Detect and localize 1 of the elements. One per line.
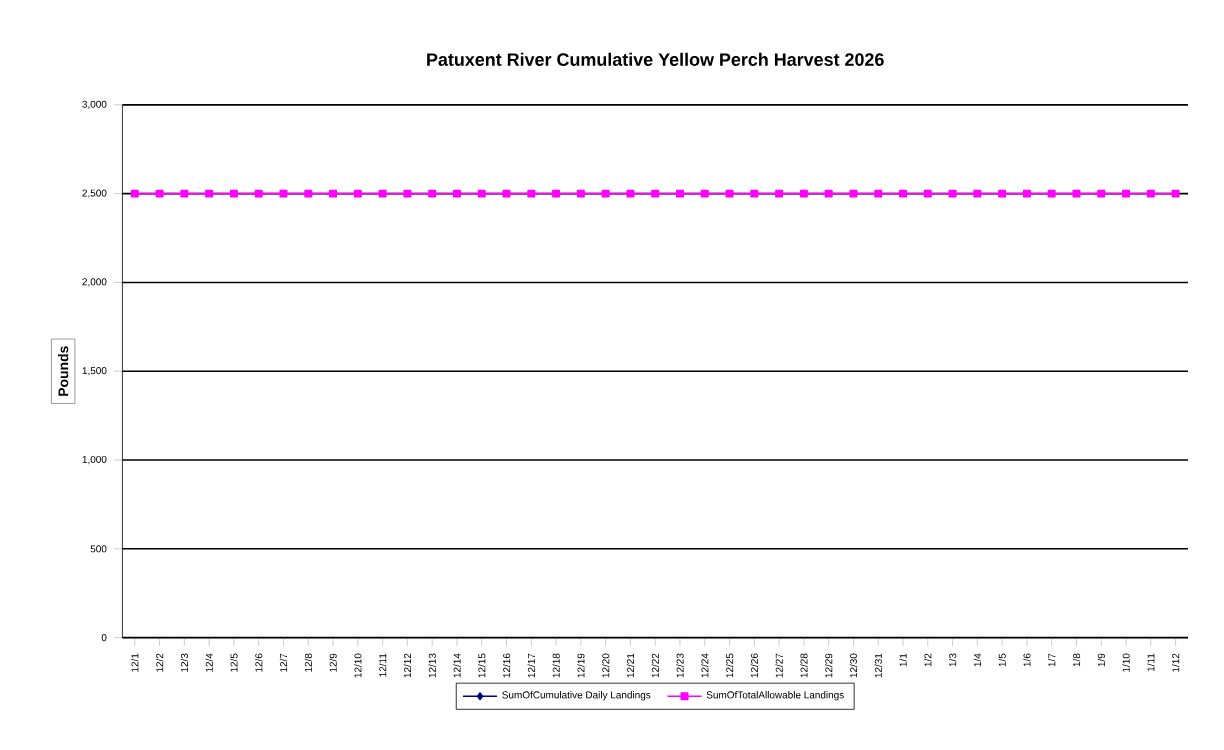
chart-title: Patuxent River Cumulative Yellow Perch Harvest 2026	[427, 52, 884, 66]
